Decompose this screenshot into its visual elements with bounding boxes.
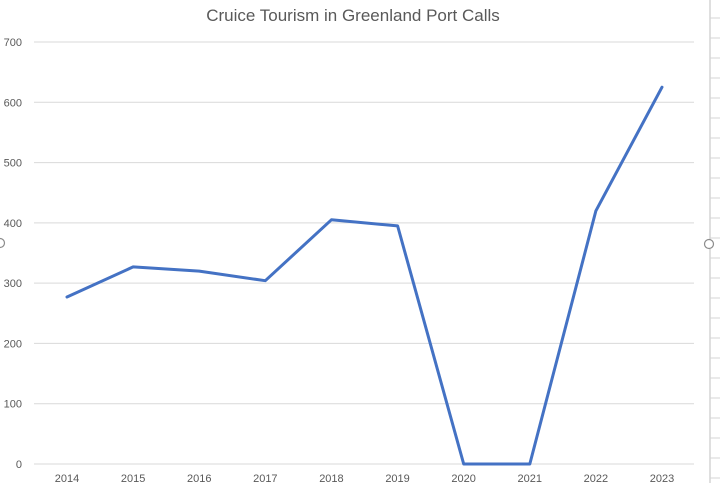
y-tick-label: 400 — [4, 218, 22, 230]
x-axis-tick-labels: 2014 2015 2016 2017 2018 2019 2020 2021 2022 2023 — [55, 473, 674, 483]
y-tick-label: 300 — [4, 278, 22, 290]
x-tick-label: 2020 — [451, 473, 475, 483]
chart-resize-handle-right[interactable] — [703, 238, 715, 250]
chart-resize-handle-left[interactable] — [0, 237, 6, 249]
series-lines — [65, 85, 664, 466]
y-tick-label: 700 — [4, 37, 22, 49]
y-axis-tick-labels: 0 100 200 300 400 500 600 700 — [4, 37, 22, 471]
x-tick-label: 2018 — [319, 473, 343, 483]
series-line — [65, 85, 664, 466]
y-tick-label: 600 — [4, 97, 22, 109]
x-tick-label: 2021 — [518, 473, 542, 483]
x-tick-label: 2023 — [650, 473, 674, 483]
y-gridlines — [34, 41, 694, 465]
x-tick-label: 2016 — [187, 473, 211, 483]
x-tick-label: 2017 — [253, 473, 277, 483]
x-tick-label: 2022 — [584, 473, 608, 483]
y-tick-label: 200 — [4, 338, 22, 350]
chart-title: Cruice Tourism in Greenland Port Calls — [206, 6, 500, 25]
x-tick-label: 2014 — [55, 473, 79, 483]
y-tick-label: 100 — [4, 399, 22, 411]
y-tick-label: 500 — [4, 158, 22, 170]
y-tick-label: 0 — [16, 459, 22, 471]
x-tick-label: 2019 — [385, 473, 409, 483]
x-tick-label: 2015 — [121, 473, 145, 483]
